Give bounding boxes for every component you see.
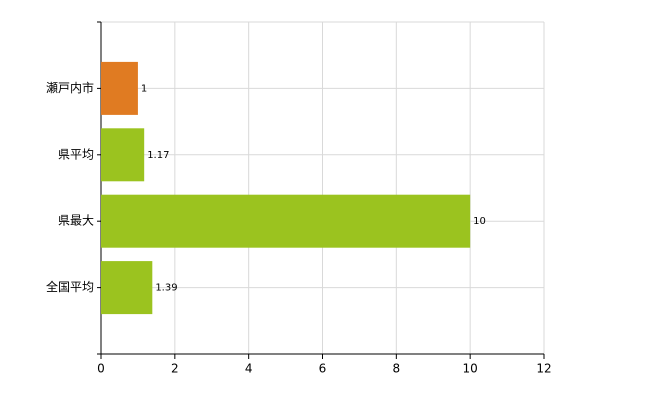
x-tick-label: 0: [97, 362, 105, 376]
x-tick-label: 10: [463, 362, 478, 376]
bar: [101, 194, 471, 248]
value-label: 10: [473, 216, 486, 227]
value-label: 1: [141, 83, 147, 94]
x-tick-label: 8: [393, 362, 401, 376]
bar: [101, 261, 153, 315]
x-tick-label: 4: [245, 362, 253, 376]
value-label: 1.39: [155, 283, 177, 294]
bar: [101, 128, 145, 182]
x-tick-label: 12: [536, 362, 551, 376]
y-tick-label: 全国平均: [46, 279, 94, 294]
y-tick-label: 瀬戸内市: [46, 80, 94, 95]
value-label: 1.17: [147, 150, 169, 161]
bar: [101, 61, 138, 115]
x-tick-label: 6: [319, 362, 327, 376]
x-tick-label: 2: [171, 362, 179, 376]
y-tick-label: 県最大: [58, 214, 94, 228]
y-tick-label: 県平均: [58, 147, 94, 161]
